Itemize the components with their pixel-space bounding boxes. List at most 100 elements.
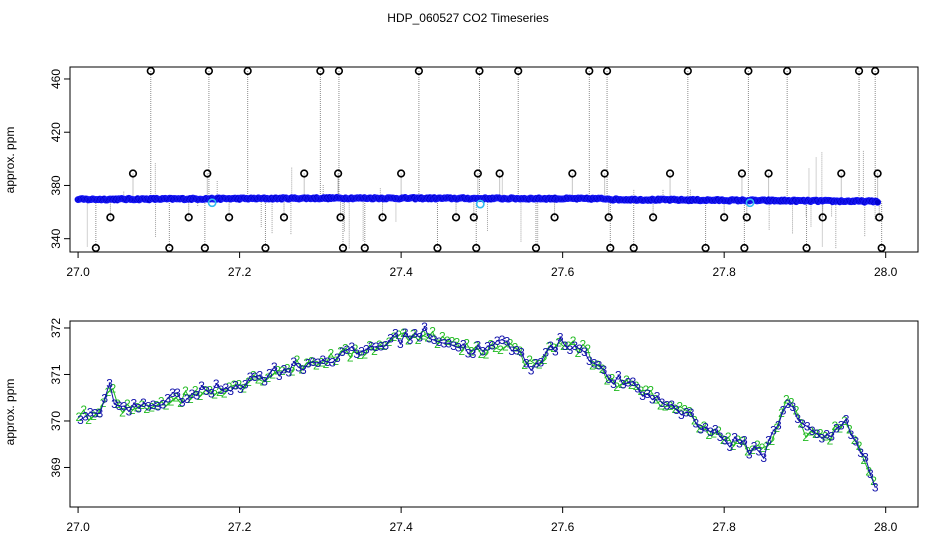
outlier-point: [279, 213, 289, 222]
series-2-point-label: 2: [584, 342, 591, 356]
series-2-point-label: 2: [681, 403, 688, 417]
outlier-point: [472, 243, 481, 253]
series-3-point-label: 3: [814, 427, 821, 441]
series-2-point-label: 2: [667, 399, 674, 413]
series-3-point-label: 3: [247, 370, 254, 384]
bottom-x-tick-label: 28.0: [874, 520, 898, 534]
series-2-point-label: 2: [206, 383, 213, 397]
bottom-x-tick-label: 27.0: [66, 520, 90, 534]
series-2-point-label: 2: [148, 400, 155, 414]
series-2-point-label: 2: [124, 397, 131, 411]
series-3-point-label: 3: [319, 353, 326, 367]
series-3-point-label: 3: [513, 343, 520, 357]
series-2-point-label: 2: [521, 358, 528, 372]
series-2-point-label: 2: [473, 339, 480, 353]
series-2-point-label: 2: [458, 344, 465, 358]
outlier-point: [433, 243, 442, 253]
series-3-point-label: 3: [208, 387, 215, 401]
outlier-point: [744, 66, 753, 76]
top-y-tick-label: 460: [49, 69, 63, 89]
series-2-point-label: 2: [870, 474, 877, 488]
series-2-point-label: 2: [831, 419, 838, 433]
series-3-point-label: 3: [329, 356, 336, 370]
series-2-point-label: 2: [250, 368, 257, 382]
series-3-point-label: 3: [387, 332, 394, 346]
series-3-point-label: 3: [518, 345, 525, 359]
series-3-point-label: 3: [547, 339, 554, 353]
series-2-point-label: 2: [405, 333, 412, 347]
series-2-point-label: 2: [730, 439, 737, 453]
series-2-point-label: 2: [618, 377, 625, 391]
outlier-point: [146, 66, 155, 76]
series-2-point-label: 2: [240, 381, 247, 395]
series-3-point-label: 3: [571, 339, 578, 353]
series-2-point-label: 2: [686, 404, 693, 418]
series-2-point-label: 2: [836, 421, 843, 435]
series-3-point-label: 3: [838, 418, 845, 432]
top-x-tick-label: 27.4: [389, 265, 413, 279]
series-3-point-label: 3: [722, 434, 729, 448]
series-3-point-label: 3: [794, 412, 801, 426]
series-2-point-label: 2: [705, 428, 712, 442]
top-plot-frame: [69, 66, 919, 253]
outlier-point: [665, 169, 675, 178]
outlier-point: [128, 169, 138, 178]
series-2-point-label: 2: [531, 356, 538, 370]
series-2-point-label: 2: [817, 426, 824, 440]
outlier-point: [602, 66, 612, 76]
top-x-tick-label: 27.6: [551, 265, 575, 279]
series-2-point-label: 2: [570, 334, 577, 348]
series-2-point-label: 2: [211, 387, 218, 401]
series-3-point-label: 3: [717, 430, 724, 444]
series-2-point-label: 2: [255, 372, 262, 386]
series-2-point-label: 2: [289, 364, 296, 378]
series-3-point-label: 3: [441, 336, 448, 350]
series-3-point-label: 3: [412, 327, 419, 341]
bottom-y-axis-label: approx. ppm: [3, 379, 17, 446]
series-2-point-label: 2: [109, 382, 116, 396]
series-3-point-label: 3: [557, 330, 564, 344]
series-2-point-label: 2: [788, 396, 795, 410]
top-y-tick-label: 420: [49, 122, 63, 142]
series-3-point-label: 3: [286, 365, 293, 379]
series-3-point-label: 3: [465, 347, 472, 361]
series-3-point-label: 3: [741, 433, 748, 447]
series-2-point-label: 2: [526, 353, 533, 367]
series-3-point-label: 3: [537, 356, 544, 370]
series-2-point-label: 2: [449, 335, 456, 349]
series-2-point-label: 2: [768, 434, 775, 448]
outlier-point: [854, 66, 864, 76]
series-3-point-label: 3: [591, 357, 598, 371]
outlier-point: [200, 243, 209, 253]
series-2-point-label: 2: [371, 344, 378, 358]
series-3-point-label: 3: [378, 340, 385, 354]
series-3-point-label: 3: [189, 387, 196, 401]
series-3-point-label: 3: [833, 421, 840, 435]
series-3-point-label: 3: [252, 370, 259, 384]
series-2-point-label: 2: [95, 406, 102, 420]
series-2-point-label: 2: [420, 328, 427, 342]
top-panel: 27.0 27.2 27.4 27.6 27.8 28.0 340 380 420 460 app…: [3, 66, 919, 279]
series-2-point-label: 2: [429, 325, 436, 339]
series-3-point-label: 3: [315, 356, 322, 370]
series-2-point-label: 2: [129, 403, 136, 417]
series-2-point-label: 2: [172, 390, 179, 404]
outlier-point: [469, 213, 478, 222]
series-3-point-label: 3: [528, 363, 535, 377]
series-2-point-label: 2: [676, 399, 683, 413]
series-2-point-label: 2: [579, 338, 586, 352]
outlier-point: [165, 243, 174, 253]
series-2-point-label: 2: [783, 393, 790, 407]
series-3-point-label: 3: [140, 396, 147, 410]
series-2-point-label: 2: [642, 383, 649, 397]
series-3-point-label: 3: [344, 343, 351, 357]
series-3-point-label: 3: [809, 424, 816, 438]
series-3-point-label: 3: [562, 339, 569, 353]
bottom-plot-axes: 27.0 27.2 27.4 27.6 27.8 28.0 369 370 371 372: [49, 318, 898, 534]
bottom-x-tick-label: 27.4: [389, 520, 413, 534]
series-2-point-label: 2: [265, 371, 272, 385]
series-3-point-label: 3: [780, 403, 787, 417]
series-3-point-label: 3: [213, 377, 220, 391]
series-2-point-label: 2: [308, 355, 315, 369]
series-2-point-label: 2: [856, 439, 863, 453]
